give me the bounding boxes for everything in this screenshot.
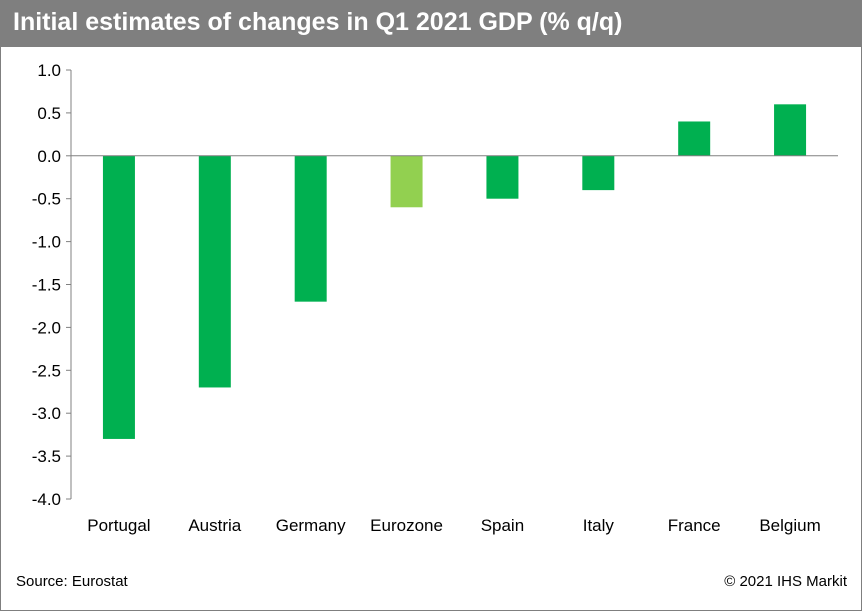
chart-title: Initial estimates of changes in Q1 2021 …	[13, 8, 623, 36]
bar-eurozone	[390, 155, 423, 208]
bar-france	[678, 121, 711, 156]
y-tick-label: 0.0	[37, 147, 61, 166]
x-tick-label: Spain	[481, 516, 524, 535]
bar-italy	[582, 155, 615, 191]
bar-germany	[294, 155, 327, 302]
y-tick-label: -1.5	[32, 276, 61, 295]
x-tick-label: Austria	[188, 516, 241, 535]
y-tick-label: -4.0	[32, 490, 61, 509]
bar-belgium	[774, 104, 807, 156]
copyright-note: © 2021 IHS Markit	[724, 573, 847, 590]
y-tick-label: -3.5	[32, 447, 61, 466]
source-note: Source: Eurostat	[16, 573, 128, 590]
title-bar: Initial estimates of changes in Q1 2021 …	[1, 1, 861, 47]
x-tick-label: Eurozone	[370, 516, 443, 535]
x-tick-label: France	[668, 516, 721, 535]
y-tick-label: -3.0	[32, 404, 61, 423]
y-tick-label: -1.0	[32, 233, 61, 252]
y-tick-label: -0.5	[32, 190, 61, 209]
bars	[102, 104, 807, 439]
x-tick-label: Belgium	[759, 516, 820, 535]
y-tick-label: -2.5	[32, 361, 61, 380]
x-tick-label: Portugal	[87, 516, 150, 535]
bar-portugal	[102, 155, 135, 439]
x-axis: Portugal Austria Germany Eurozone Spain Italy…	[71, 155, 838, 535]
bar-spain	[486, 155, 519, 199]
y-axis: 1.0 0.5 0.0 -0.5 -1.0 -1.5 -2.0 -2.5 -3.0 -3.5 -4.…	[32, 61, 72, 509]
y-tick-label: 1.0	[37, 61, 61, 80]
x-tick-label: Germany	[276, 516, 346, 535]
y-tick-label: -2.0	[32, 318, 61, 337]
x-tick-label: Italy	[583, 516, 615, 535]
bar-austria	[198, 155, 231, 388]
y-tick-label: 0.5	[37, 104, 61, 123]
